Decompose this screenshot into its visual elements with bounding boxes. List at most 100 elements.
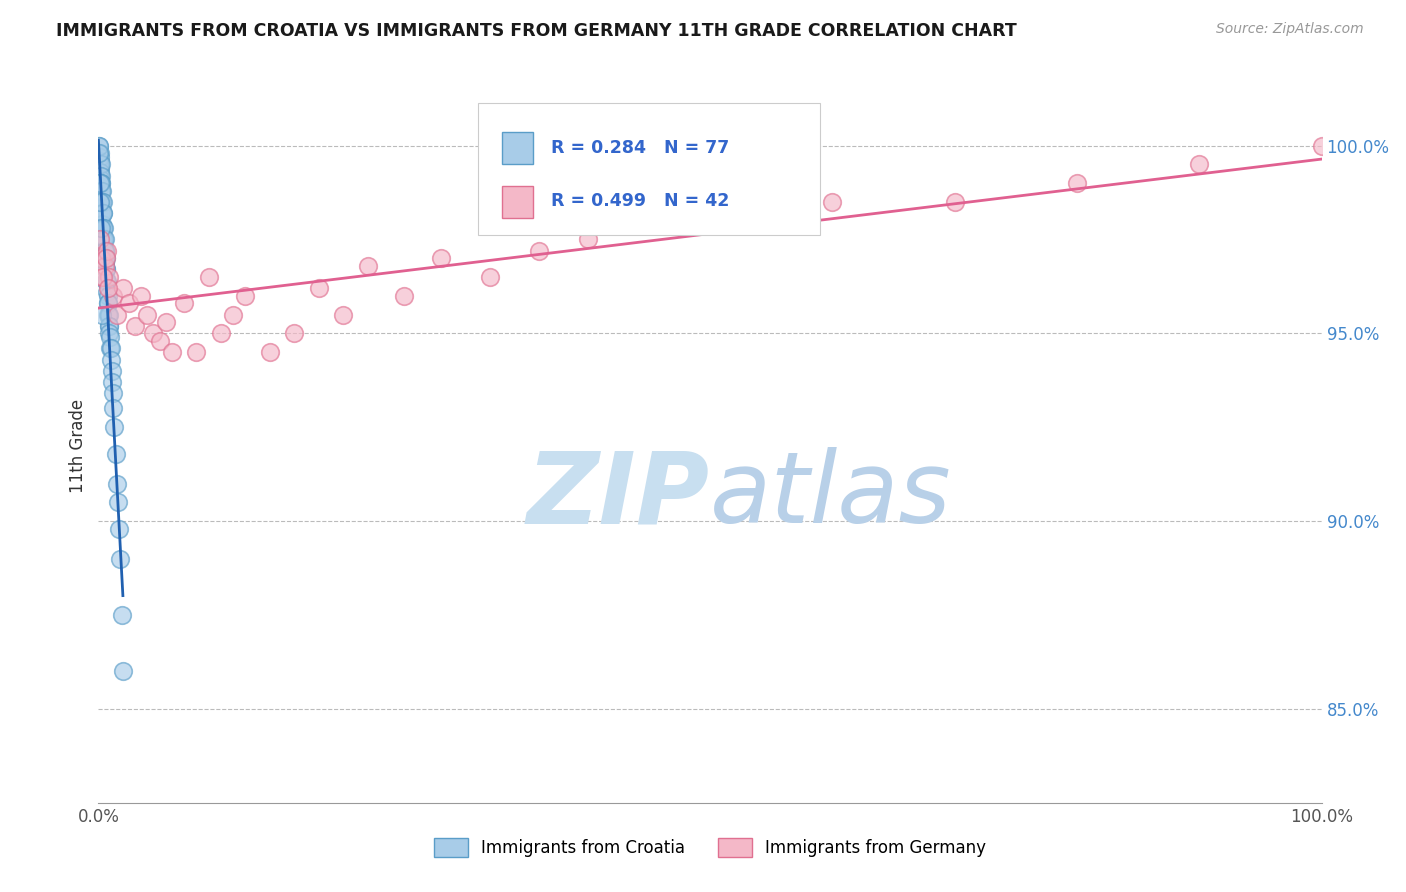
Point xyxy=(209,326,232,341)
Point xyxy=(90,184,112,198)
Point xyxy=(96,244,118,258)
Point xyxy=(111,281,134,295)
Point xyxy=(91,218,114,232)
Point xyxy=(1310,138,1333,153)
Point xyxy=(96,262,118,277)
Point xyxy=(186,345,208,359)
Text: R = 0.284   N = 77: R = 0.284 N = 77 xyxy=(551,139,730,157)
Point xyxy=(1066,176,1088,190)
Point xyxy=(91,232,114,246)
Point xyxy=(110,551,132,566)
Text: R = 0.499   N = 42: R = 0.499 N = 42 xyxy=(551,193,730,211)
Point xyxy=(87,138,110,153)
Point xyxy=(89,150,111,164)
FancyBboxPatch shape xyxy=(502,132,533,164)
Point xyxy=(90,157,112,171)
Point xyxy=(197,270,219,285)
FancyBboxPatch shape xyxy=(478,103,820,235)
Point xyxy=(94,274,117,288)
Point xyxy=(332,308,354,322)
Point xyxy=(89,176,111,190)
Point xyxy=(90,194,112,209)
Text: Source: ZipAtlas.com: Source: ZipAtlas.com xyxy=(1216,22,1364,37)
Point xyxy=(89,153,111,168)
Point xyxy=(91,194,114,209)
Point xyxy=(160,345,183,359)
Point xyxy=(91,270,114,285)
Point xyxy=(89,161,111,175)
Point xyxy=(173,296,195,310)
Point xyxy=(97,318,120,333)
Point xyxy=(96,274,118,288)
Point xyxy=(105,476,128,491)
Point xyxy=(478,270,501,285)
Point xyxy=(101,386,124,401)
Point xyxy=(90,184,112,198)
Point xyxy=(89,146,111,161)
Point xyxy=(821,194,844,209)
Point xyxy=(100,342,122,356)
Point xyxy=(91,206,114,220)
Point xyxy=(89,179,111,194)
Point xyxy=(97,281,120,295)
Text: ZIP: ZIP xyxy=(527,448,710,544)
Point xyxy=(97,296,120,310)
Point xyxy=(356,259,378,273)
Point xyxy=(98,342,121,356)
Point xyxy=(94,251,117,265)
Point xyxy=(107,495,129,509)
Point xyxy=(90,221,112,235)
Point xyxy=(103,420,125,434)
Point xyxy=(98,318,121,333)
Point xyxy=(96,274,118,288)
Point xyxy=(233,289,256,303)
Point xyxy=(90,176,112,190)
Point xyxy=(93,244,115,258)
Point xyxy=(283,326,305,341)
Point xyxy=(699,213,721,227)
Point xyxy=(91,270,114,285)
Point xyxy=(90,251,112,265)
Point xyxy=(90,251,112,265)
Point xyxy=(91,308,114,322)
Point xyxy=(93,259,115,273)
Point xyxy=(91,206,114,220)
Point xyxy=(89,172,111,186)
Point xyxy=(392,289,416,303)
Point xyxy=(89,157,111,171)
Point xyxy=(101,401,124,416)
FancyBboxPatch shape xyxy=(502,186,533,218)
Point xyxy=(90,194,112,209)
Point xyxy=(101,375,124,389)
Point xyxy=(93,244,115,258)
Text: IMMIGRANTS FROM CROATIA VS IMMIGRANTS FROM GERMANY 11TH GRADE CORRELATION CHART: IMMIGRANTS FROM CROATIA VS IMMIGRANTS FR… xyxy=(56,22,1017,40)
Point xyxy=(93,255,115,269)
Point xyxy=(222,308,245,322)
Point xyxy=(98,330,121,344)
Point xyxy=(93,232,115,246)
Point xyxy=(91,221,114,235)
Point xyxy=(124,318,146,333)
Point xyxy=(943,194,966,209)
Point xyxy=(100,352,122,367)
Point xyxy=(97,308,120,322)
Point xyxy=(104,446,127,460)
Point xyxy=(91,184,114,198)
Point xyxy=(111,665,134,679)
Point xyxy=(97,289,120,303)
Point xyxy=(90,176,112,190)
Point xyxy=(89,232,111,246)
Point xyxy=(308,281,330,295)
Point xyxy=(97,308,120,322)
Point xyxy=(259,345,281,359)
Point xyxy=(89,165,111,179)
Point xyxy=(91,194,114,209)
Point xyxy=(94,251,117,265)
Point xyxy=(149,334,172,348)
Point xyxy=(105,308,128,322)
Point xyxy=(129,289,152,303)
Point xyxy=(430,251,453,265)
Point xyxy=(576,232,599,246)
Point xyxy=(142,326,165,341)
Point xyxy=(101,289,124,303)
